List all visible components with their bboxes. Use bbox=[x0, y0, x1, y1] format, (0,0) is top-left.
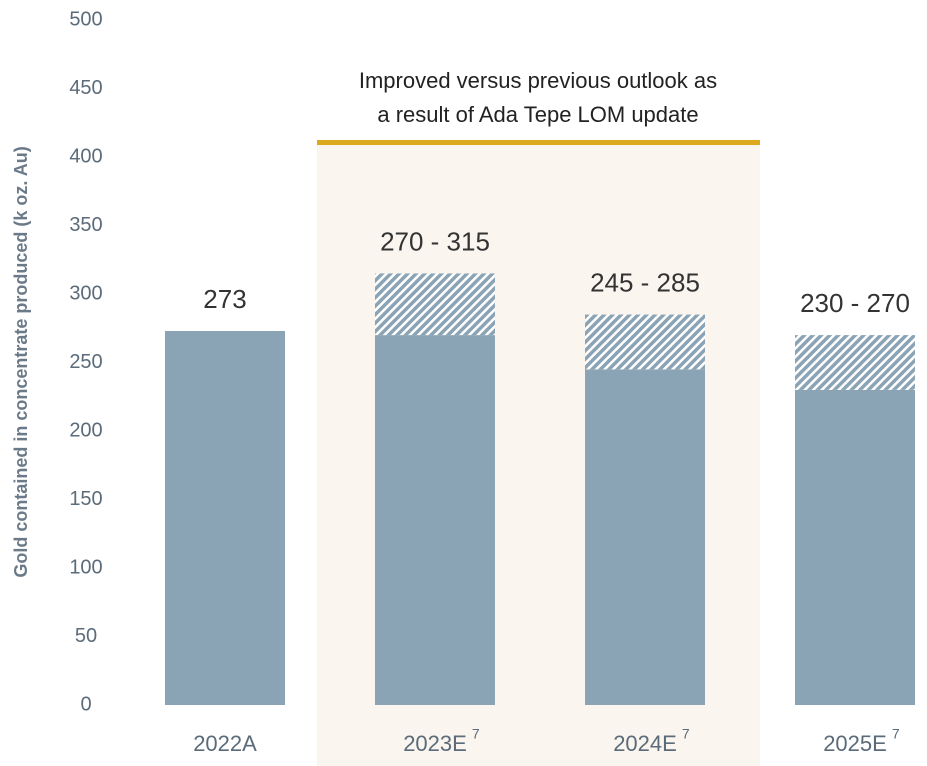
x-tick-label: 2022A bbox=[193, 731, 257, 756]
y-tick-label: 500 bbox=[69, 8, 102, 30]
range-segment bbox=[585, 314, 705, 370]
range-segment bbox=[375, 273, 495, 336]
y-tick-label: 150 bbox=[69, 488, 102, 510]
y-tick-label: 450 bbox=[69, 77, 102, 99]
y-tick-label: 350 bbox=[69, 214, 102, 236]
y-tick-label: 50 bbox=[75, 625, 97, 647]
y-tick-label: 100 bbox=[69, 556, 102, 578]
footnote-mark: 7 bbox=[682, 726, 690, 742]
bar bbox=[585, 369, 705, 705]
annotation: a result of Ada Tepe LOM update bbox=[377, 102, 698, 127]
bar bbox=[165, 330, 285, 705]
y-axis-label: Gold contained in concentrate produced (… bbox=[11, 146, 31, 577]
y-tick-label: 0 bbox=[80, 693, 91, 715]
value-label: 273 bbox=[203, 284, 246, 314]
value-label: 245 - 285 bbox=[590, 267, 700, 297]
x-tick-label: 2025E bbox=[823, 731, 887, 756]
value-label: 270 - 315 bbox=[380, 226, 490, 256]
bar bbox=[795, 389, 915, 705]
footnote-mark: 7 bbox=[892, 726, 900, 742]
footnote-mark: 7 bbox=[472, 726, 480, 742]
annotation: Improved versus previous outlook as bbox=[359, 68, 717, 93]
x-tick-label: 2023E bbox=[403, 731, 467, 756]
value-label: 230 - 270 bbox=[800, 288, 910, 318]
y-tick-label: 200 bbox=[69, 419, 102, 441]
y-tick-label: 250 bbox=[69, 351, 102, 373]
range-segment bbox=[795, 335, 915, 390]
x-tick-label: 2024E bbox=[613, 731, 677, 756]
highlight-line bbox=[317, 140, 760, 145]
y-tick-label: 300 bbox=[69, 282, 102, 304]
bar bbox=[375, 335, 495, 705]
y-tick-label: 400 bbox=[69, 145, 102, 167]
